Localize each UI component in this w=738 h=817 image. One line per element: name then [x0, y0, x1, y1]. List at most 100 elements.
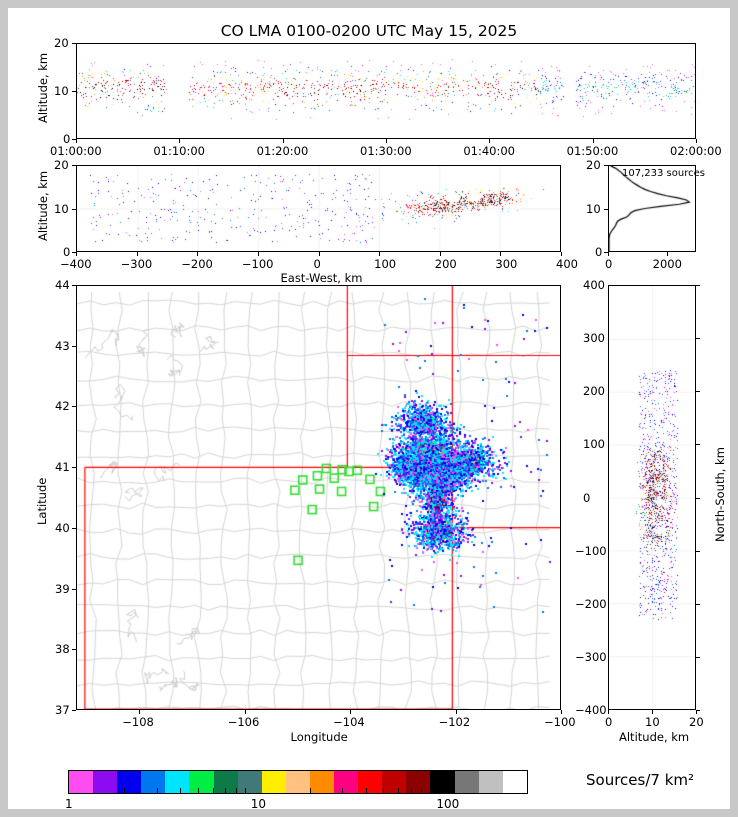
colorbar-swatch	[309, 771, 335, 793]
colorbar-swatch	[285, 771, 310, 793]
north-south-tick-label: −400	[575, 703, 607, 717]
histogram-altitude-tick-label: 20	[586, 158, 601, 172]
time-panel-ylabel: Altitude, km	[36, 52, 50, 123]
tick-mark	[561, 710, 562, 714]
colorbar-swatch	[189, 771, 214, 793]
tick-mark	[72, 649, 76, 651]
altitude-tick-label: 10	[54, 84, 69, 98]
latitude-tick-label: 42	[55, 399, 70, 414]
time-axis-tick-label: 02:00:00	[670, 144, 722, 158]
altitude-tick-label: 20	[54, 158, 69, 172]
tick-mark	[696, 710, 700, 711]
colorbar-minor-tick	[123, 788, 125, 793]
tick-mark	[489, 139, 491, 143]
tick-mark	[282, 139, 284, 143]
altitude-tick-label: 0	[63, 245, 71, 259]
latitude-tick-label: 40	[55, 520, 70, 535]
ns-altitude-tick-label: 20	[689, 715, 704, 729]
east-west-tick-label: 100	[374, 257, 397, 271]
colorbar-swatch	[213, 771, 238, 793]
tick-mark	[608, 252, 609, 256]
east-west-tick-label: 300	[495, 257, 518, 271]
colorbar-swatch	[502, 771, 527, 793]
tick-mark	[696, 391, 700, 393]
tick-mark	[72, 710, 76, 711]
tick-mark	[257, 252, 259, 256]
histogram-count-tick-label: 0	[605, 257, 613, 271]
north-south-tick-label: 0	[583, 490, 591, 505]
tick-mark	[72, 91, 76, 92]
histogram-altitude-tick-label: 10	[586, 201, 601, 216]
time-axis-tick-label: 01:50:00	[566, 144, 619, 158]
colorbar-minor-tick	[410, 788, 412, 793]
longitude-tick-label: −102	[438, 715, 471, 729]
tick-mark	[386, 139, 387, 143]
north-south-tick-label: −200	[575, 596, 607, 611]
histogram-altitude-tick-label: 0	[595, 245, 603, 259]
histogram-count-tick-label: 2000	[652, 257, 682, 271]
east-west-tick-label: −100	[241, 257, 274, 271]
colorbar-minor-tick	[309, 788, 311, 793]
colorbar-swatch	[382, 771, 407, 793]
panel-east-west-altitude	[76, 165, 561, 252]
tick-mark	[604, 252, 608, 253]
north-south-tick-label: 100	[583, 437, 605, 452]
tick-mark	[696, 710, 697, 714]
colorbar-minor-tick	[421, 788, 423, 793]
east-west-tick-label: −200	[181, 257, 213, 271]
ns-altitude-axis-title: Altitude, km	[619, 730, 690, 744]
east-west-tick-label: 400	[556, 257, 578, 271]
colorbar-swatch	[478, 771, 503, 793]
tick-mark	[455, 710, 457, 714]
lma-figure: CO LMA 0100-0200 UTC May 15, 2025 107,23…	[8, 8, 730, 811]
tick-mark	[666, 252, 668, 256]
north-south-tick-label: −100	[575, 543, 607, 558]
colorbar-swatch	[261, 771, 286, 793]
colorbar-swatch	[334, 771, 359, 793]
tick-mark	[72, 406, 76, 408]
north-south-axis-title: North-South, km	[713, 446, 727, 542]
tick-mark	[696, 444, 700, 446]
north-south-tick-label: 300	[583, 331, 605, 346]
tick-mark	[72, 139, 76, 140]
tick-mark	[72, 43, 76, 44]
latitude-tick-label: 44	[55, 278, 70, 292]
colorbar-swatch	[165, 771, 190, 793]
tick-mark	[72, 467, 76, 469]
colorbar-swatch	[430, 771, 455, 793]
latitude-tick-label: 38	[55, 642, 70, 657]
colorbar-minor-tick	[430, 788, 432, 793]
ns-altitude-tick-label: 10	[645, 715, 660, 729]
tick-mark	[561, 252, 562, 256]
east-west-tick-label: 200	[434, 257, 457, 271]
colorbar-swatch	[358, 771, 383, 793]
colorbar-minor-tick	[179, 788, 181, 793]
tick-mark	[652, 710, 653, 714]
longitude-tick-label: −104	[333, 715, 365, 729]
colorbar-swatch	[93, 771, 118, 793]
north-south-tick-label: 400	[583, 278, 605, 292]
colorbar-minor-tick	[156, 788, 158, 793]
tick-mark	[318, 252, 320, 256]
colorbar-swatch	[406, 771, 431, 793]
colorbar-swatch	[117, 771, 142, 793]
tick-mark	[244, 710, 246, 714]
altitude-tick-label: 10	[54, 201, 69, 216]
colorbar-minor-tick	[235, 788, 237, 793]
ew-panel-ylabel: Altitude, km	[36, 170, 50, 241]
longitude-axis-title: Longitude	[290, 730, 348, 744]
tick-mark	[179, 139, 181, 143]
time-axis-tick-label: 01:40:00	[463, 144, 515, 158]
colorbar-minor-tick	[197, 788, 199, 793]
tick-mark	[72, 588, 76, 590]
figure-title: CO LMA 0100-0200 UTC May 15, 2025	[220, 22, 518, 40]
latitude-tick-label: 37	[55, 703, 70, 717]
longitude-tick-label: −108	[122, 715, 154, 729]
tick-mark	[197, 252, 199, 256]
tick-mark	[696, 603, 700, 605]
colorbar-minor-tick	[342, 788, 344, 793]
tick-mark	[139, 710, 141, 714]
time-axis-tick-label: 01:30:00	[360, 144, 412, 158]
tick-mark	[608, 710, 609, 714]
tick-mark	[696, 285, 700, 286]
